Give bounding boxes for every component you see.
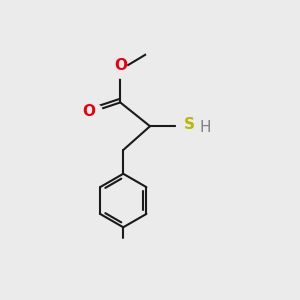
Text: O: O: [82, 104, 96, 119]
Text: O: O: [114, 58, 127, 73]
Text: H: H: [199, 120, 211, 135]
Text: S: S: [184, 117, 195, 132]
